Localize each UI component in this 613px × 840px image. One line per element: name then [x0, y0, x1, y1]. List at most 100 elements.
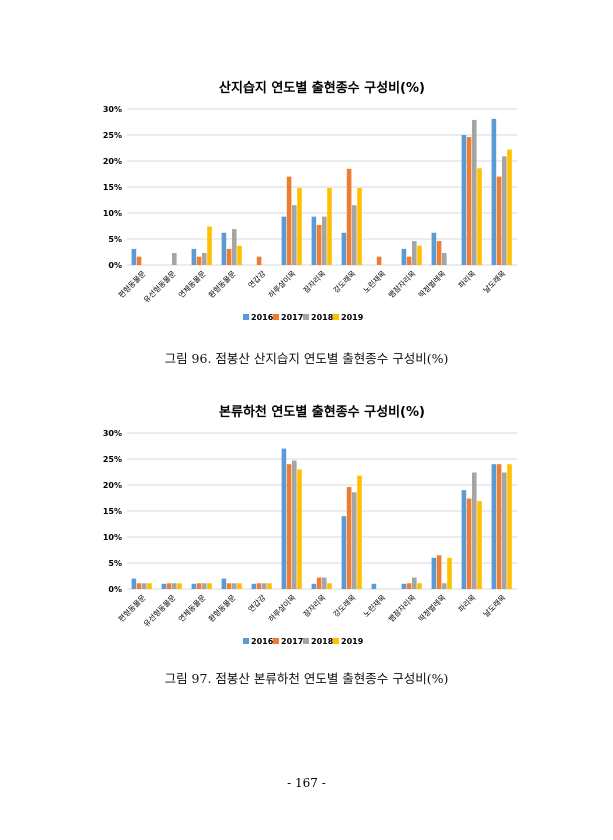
figure-caption-97: 그림 97. 점봉산 본류하천 연도별 출현종수 구성비(%)	[164, 671, 449, 686]
x-tick-label: 파리목	[456, 593, 477, 614]
chart-stream: 본류하천 연도별 출현종수 구성비(%) 0% 5% 10% 15% 20% 25% 30% 편…	[95, 392, 525, 652]
bar-2016	[491, 118, 497, 265]
bar-2018	[292, 460, 297, 589]
x-tick-label: 노린재목	[361, 268, 388, 295]
y-tick-label: 20%	[103, 157, 122, 166]
x-tick-label: 유선형동물문	[142, 593, 178, 629]
x-tick-label: 연갑강	[246, 268, 268, 290]
bar-2019	[237, 583, 242, 589]
bar-2017	[316, 577, 322, 589]
bar-2018	[262, 583, 267, 589]
legend-swatch-2018	[303, 314, 309, 320]
bar-2016	[221, 232, 227, 265]
bar-2016	[371, 583, 377, 589]
legend-swatch-2017	[273, 314, 279, 320]
legend-label: 2019	[341, 313, 364, 322]
bar-2018	[502, 156, 507, 265]
bar-2017	[166, 583, 172, 589]
y-tick-label: 10%	[103, 533, 122, 542]
x-tick-label: 딱정벌레목	[416, 592, 448, 624]
x-tick-label: 딱정벌레목	[416, 268, 448, 300]
y-tick-label: 30%	[103, 105, 122, 114]
bar-2017	[196, 583, 202, 589]
bar-2017	[466, 498, 472, 589]
bar-2017	[196, 256, 202, 265]
bar-2016	[401, 583, 407, 589]
bar-2017	[316, 224, 322, 265]
y-tick-label: 30%	[103, 429, 122, 438]
bar-2018	[352, 492, 357, 589]
bar-2019	[177, 583, 182, 589]
bar-2018	[202, 583, 207, 589]
bar-2018	[172, 583, 177, 589]
bar-2017	[256, 583, 262, 589]
legend-label: 2019	[341, 637, 364, 646]
bar-2018	[142, 583, 147, 589]
bar-2019	[417, 245, 422, 265]
page-number: - 167 -	[287, 776, 326, 790]
bar-2019	[207, 226, 212, 265]
bar-2016	[341, 516, 347, 589]
bar-2017	[496, 176, 502, 265]
bar-2019	[447, 557, 452, 589]
legend-label: 2018	[311, 313, 334, 322]
x-tick-label: 편형동물문	[116, 268, 148, 300]
legend-swatch-2018	[303, 638, 309, 644]
bar-2016	[311, 583, 317, 589]
bar-2016	[131, 578, 137, 589]
bar-2019	[267, 583, 272, 589]
bar-2019	[357, 475, 362, 589]
legend-swatch-2016	[243, 638, 249, 644]
y-tick-label: 0%	[108, 585, 122, 594]
legend-swatch-2016	[243, 314, 249, 320]
bar-2018	[442, 583, 447, 589]
x-tick-label: 유선형동물문	[142, 269, 178, 305]
bar-2018	[322, 216, 327, 265]
y-tick-label: 15%	[103, 183, 122, 192]
x-tick-label: 연갑강	[246, 592, 268, 614]
bar-2018	[412, 577, 417, 589]
bar-2017	[406, 583, 412, 589]
bar-2019	[507, 149, 512, 265]
bar-2017	[466, 137, 472, 265]
bar-2016	[131, 248, 137, 265]
bar-2018	[472, 472, 477, 589]
y-tick-label: 5%	[108, 559, 122, 568]
x-tick-label: 날도래목	[481, 268, 508, 295]
x-tick-label: 뱀잠자리목	[386, 268, 418, 300]
x-tick-label: 편형동물문	[116, 592, 148, 624]
bar-2016	[401, 248, 407, 265]
bar-2018	[232, 229, 237, 265]
bar-2016	[431, 557, 437, 589]
bar-2017	[256, 256, 262, 265]
bar-2019	[477, 168, 482, 265]
legend-label: 2017	[281, 637, 303, 646]
legend-label: 2017	[281, 313, 303, 322]
legend-swatch-2019	[333, 638, 339, 644]
bar-2019	[147, 583, 152, 589]
bar-2018	[412, 241, 417, 265]
x-tick-label: 파리목	[456, 269, 477, 290]
bar-2017	[436, 555, 442, 589]
chart-stream-svg: 본류하천 연도별 출현종수 구성비(%) 0% 5% 10% 15% 20% 25% 30% 편…	[103, 404, 517, 646]
chart-title: 본류하천 연도별 출현종수 구성비(%)	[219, 404, 425, 420]
bar-2016	[341, 232, 347, 265]
x-tick-label: 노린재목	[361, 592, 388, 619]
bar-2019	[417, 583, 422, 589]
bar-2019	[207, 583, 212, 589]
bar-2017	[136, 256, 142, 265]
bar-2016	[251, 583, 257, 589]
bar-2018	[322, 577, 327, 589]
x-tick-label: 연체동물문	[176, 592, 208, 624]
bar-2018	[352, 205, 357, 265]
bar-2019	[357, 188, 362, 265]
bar-2019	[327, 583, 332, 589]
y-tick-label: 10%	[103, 209, 122, 218]
bar-2016	[221, 578, 227, 589]
bar-2017	[376, 256, 382, 265]
chart-wetland: 산지습지 연도별 출현종수 구성비(%) 0% 5% 10% 15% 20% 25% 30% 편…	[95, 68, 525, 328]
x-tick-label: 잠자리목	[301, 268, 328, 295]
x-tick-label: 강도래목	[331, 268, 358, 295]
bar-2018	[442, 253, 447, 265]
x-tick-label: 하루살이목	[266, 268, 298, 300]
